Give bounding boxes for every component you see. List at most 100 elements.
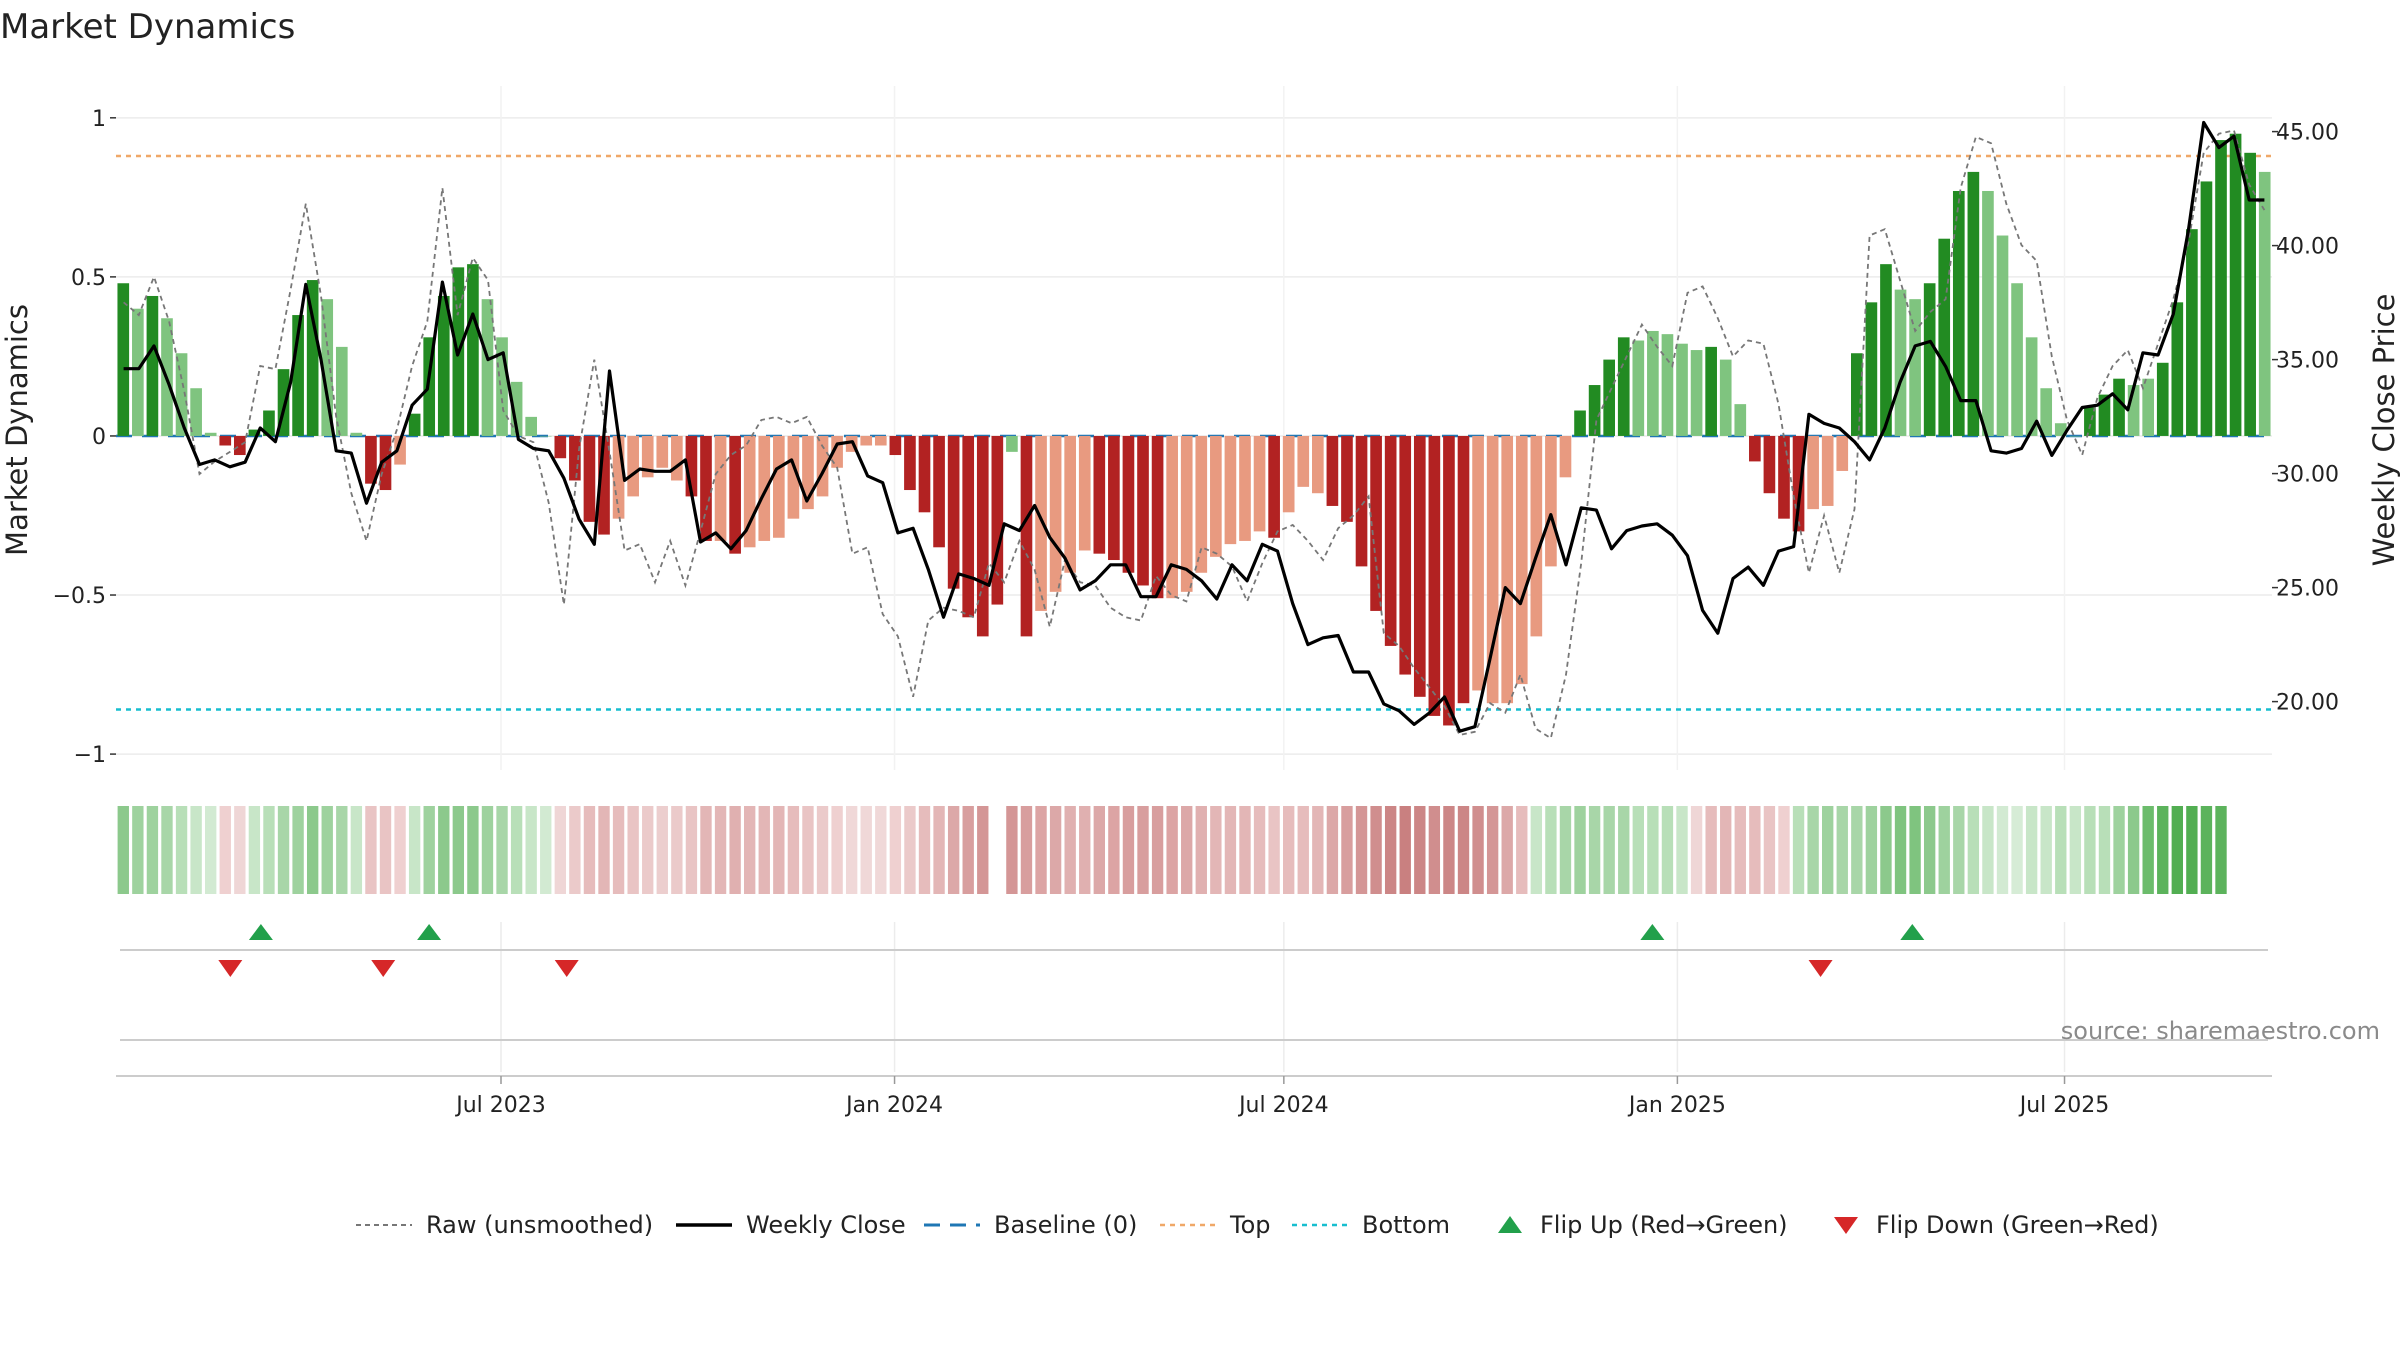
strip-cell bbox=[1384, 806, 1397, 894]
strip-cell bbox=[1909, 806, 1921, 894]
legend-swatch-flip-up bbox=[1498, 1216, 1522, 1233]
strip-cell bbox=[1880, 806, 1892, 894]
strip-cell bbox=[277, 806, 290, 894]
bar bbox=[1006, 435, 1018, 452]
strip-cell bbox=[1049, 806, 1062, 894]
strip-cell bbox=[1414, 806, 1426, 894]
bar bbox=[772, 435, 785, 538]
bar bbox=[1297, 435, 1310, 487]
flip-markers-panel bbox=[120, 922, 2268, 1072]
bar bbox=[641, 435, 654, 478]
strip-cell bbox=[190, 806, 202, 894]
strip-cell bbox=[977, 806, 989, 894]
strip-cell bbox=[860, 806, 872, 894]
left-tick-label: 1 bbox=[92, 107, 106, 132]
price-lines bbox=[123, 120, 2266, 740]
bar bbox=[787, 435, 800, 519]
strip-cell bbox=[889, 806, 902, 894]
bar bbox=[1413, 435, 1426, 697]
bar bbox=[1967, 171, 1980, 436]
bar bbox=[1952, 190, 1965, 436]
strip-cell bbox=[744, 806, 756, 894]
strip-cell bbox=[1064, 806, 1076, 894]
strip-cell bbox=[802, 806, 814, 894]
strip-cell bbox=[700, 806, 712, 894]
strip-cell bbox=[2215, 806, 2227, 894]
bar bbox=[379, 435, 392, 491]
bar bbox=[889, 435, 902, 456]
strip-cell bbox=[467, 806, 479, 894]
legend: Raw (unsmoothed) Weekly Close Baseline (0)… bbox=[356, 1211, 2159, 1239]
strip-cell bbox=[991, 806, 1004, 894]
strip-cell bbox=[831, 806, 843, 894]
right-tick-label: 20.00 bbox=[2276, 691, 2339, 716]
bar bbox=[481, 299, 494, 436]
bar bbox=[1647, 330, 1659, 436]
strip-cell bbox=[1093, 806, 1105, 894]
bar bbox=[831, 435, 843, 468]
strip-cell bbox=[496, 806, 508, 894]
bar bbox=[802, 435, 814, 510]
bar bbox=[918, 435, 931, 513]
strip-cell bbox=[1195, 806, 1207, 894]
strip-cell bbox=[1166, 806, 1178, 894]
bar bbox=[1049, 435, 1062, 592]
bar bbox=[365, 435, 377, 484]
bar bbox=[248, 429, 261, 436]
bar bbox=[1151, 435, 1164, 599]
bar bbox=[569, 435, 581, 481]
strip-cell bbox=[1967, 806, 1980, 894]
bar bbox=[2069, 435, 2082, 437]
bar bbox=[904, 435, 916, 491]
strip-cell bbox=[1486, 806, 1499, 894]
bar bbox=[190, 388, 202, 436]
strip-cell bbox=[540, 806, 552, 894]
bar bbox=[758, 435, 771, 541]
chart-title: Market Dynamics bbox=[0, 7, 295, 47]
bar bbox=[525, 416, 538, 436]
bar bbox=[2200, 181, 2213, 436]
strip-cell bbox=[1006, 806, 1018, 894]
strip-cell bbox=[2098, 806, 2111, 894]
x-axis: Jul 2023 Jan 2024 Jul 2024 Jan 2025 Jul 2025 bbox=[116, 1075, 2272, 1118]
bar bbox=[510, 381, 523, 436]
bar bbox=[1195, 435, 1208, 573]
strip-cell bbox=[845, 806, 858, 894]
bar bbox=[1210, 435, 1222, 557]
bar bbox=[1807, 435, 1819, 510]
strip-cell bbox=[1122, 806, 1135, 894]
x-tick-label: Jul 2025 bbox=[2018, 1093, 2110, 1118]
strip-cell bbox=[2186, 806, 2198, 894]
strip-cell bbox=[1355, 806, 1368, 894]
strip-cell bbox=[1618, 806, 1630, 894]
strip-cell bbox=[1443, 806, 1455, 894]
strip-cell bbox=[1312, 806, 1324, 894]
bar bbox=[539, 435, 552, 437]
bar bbox=[627, 435, 639, 497]
bar bbox=[874, 435, 887, 446]
bar bbox=[1311, 435, 1324, 494]
strip-cell bbox=[219, 806, 231, 894]
strip-cell bbox=[1720, 806, 1732, 894]
bar bbox=[714, 435, 727, 541]
strip-cell bbox=[1953, 806, 1965, 894]
flip-up-marker bbox=[417, 924, 442, 940]
bar bbox=[1690, 350, 1703, 436]
left-axis-label: Market Dynamics bbox=[0, 304, 34, 556]
x-tick-label: Jul 2023 bbox=[454, 1093, 546, 1118]
bar bbox=[1515, 435, 1528, 685]
bar bbox=[277, 369, 290, 436]
bar bbox=[1778, 435, 1790, 519]
strip-cell bbox=[671, 806, 683, 894]
right-tick-label: 45.00 bbox=[2276, 121, 2339, 146]
strip-cell bbox=[263, 806, 275, 894]
strip-cell bbox=[554, 806, 566, 894]
strip-cell bbox=[758, 806, 770, 894]
strip-cell bbox=[2025, 806, 2038, 894]
strip-cell bbox=[1457, 806, 1470, 894]
bar bbox=[2142, 378, 2155, 436]
bar bbox=[2171, 302, 2184, 436]
bar bbox=[394, 435, 406, 465]
legend-label: Weekly Close bbox=[746, 1211, 906, 1239]
